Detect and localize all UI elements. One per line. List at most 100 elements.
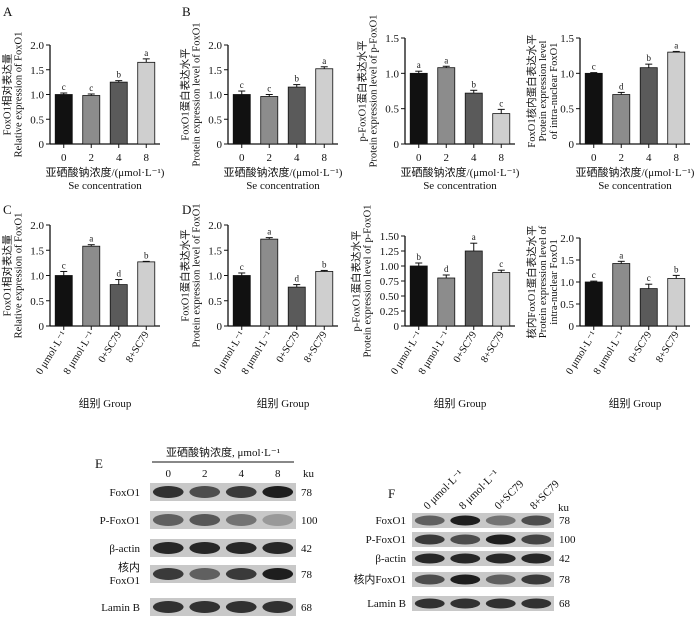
x-axis-label: Se concentration (598, 180, 672, 192)
x-tick-label: 8 (674, 152, 680, 164)
significance-letter: b (144, 250, 149, 260)
blot-strip (150, 565, 296, 583)
blot-panel-e: 亚硒酸钠浓度, μmol·L⁻¹ 0 2 4 8 ku FoxO1 78 P-FoxO1 100 β… (100, 445, 318, 616)
protein-band (262, 486, 294, 498)
y-tick-label: 0 (569, 321, 575, 333)
bar (260, 238, 279, 327)
x-tick-label: 2 (89, 152, 95, 164)
x-axis-label: 组别 Group (257, 396, 310, 410)
protein-band (485, 534, 516, 545)
y-tick-label: 0.5 (30, 296, 44, 308)
bar (287, 86, 306, 145)
y-tick-label: 1.5 (30, 245, 44, 257)
x-tick-label: 2 (444, 152, 450, 164)
x-axis-label: 亚硒酸钠浓度/(μmol·L⁻¹) (401, 165, 520, 179)
bar (612, 94, 631, 145)
protein-band (152, 601, 184, 613)
protein-band (225, 601, 257, 613)
bar (409, 72, 428, 145)
protein-band (225, 486, 257, 498)
protein-band (450, 553, 481, 564)
blot-row-label: β-actin (375, 553, 406, 565)
significance-letter: d (619, 81, 624, 91)
y-axis-label: p-FoxO1蛋白表达水平 (350, 231, 363, 332)
protein-band (152, 514, 184, 526)
y-axis-label: FoxO1蛋白表达水平 (179, 48, 192, 140)
y-axis-label: Relative expression of FoxO1 (14, 32, 25, 158)
significance-letter: a (267, 227, 271, 237)
protein-band (262, 542, 294, 554)
y-axis-label: p-FoxO1蛋白表达水平 (356, 41, 369, 142)
y-tick-label: 0 (394, 139, 400, 151)
y-tick-label: 0.50 (380, 291, 400, 303)
protein-band (414, 515, 445, 526)
protein-band (450, 515, 481, 526)
protein-band (414, 574, 445, 585)
protein-band (414, 598, 445, 609)
y-tick-label: 0.5 (208, 296, 222, 308)
y-tick-label: 2.0 (208, 40, 222, 52)
bar (437, 67, 456, 145)
bar (315, 271, 334, 327)
y-tick-label: 0.5 (560, 104, 574, 116)
panel-label-d: D (182, 202, 191, 217)
blot-row-label: P-FoxO1 (100, 515, 140, 527)
bar (137, 261, 156, 327)
bar (584, 281, 603, 327)
bar (639, 288, 658, 327)
protein-band (225, 542, 257, 554)
blot-strip (412, 513, 554, 528)
significance-letter: d (295, 274, 300, 284)
ku-label: ku (558, 502, 570, 514)
bar (464, 250, 483, 327)
significance-letter: a (417, 60, 421, 70)
blot-strip (150, 539, 296, 557)
blot-header: 亚硒酸钠浓度, μmol·L⁻¹ (166, 445, 280, 459)
protein-band (152, 568, 184, 580)
y-axis-label: Protein expression level of p-FoxO1 (369, 15, 380, 168)
x-tick-label: 8 (322, 152, 328, 164)
x-axis-label: 亚硒酸钠浓度/(μmol·L⁻¹) (576, 165, 695, 179)
chart-d1: 0 0.5 1.0 1.5 2.0 FoxO1蛋白表达水平 Protein expressi… (179, 203, 338, 410)
chart-b3: 0 0.5 1.0 1.5 FoxO1核内蛋白表达水平 Protein expressio… (525, 33, 695, 192)
protein-band (225, 514, 257, 526)
bar (137, 61, 156, 145)
y-axis-label: Relative expression of FoxO1 (14, 213, 25, 339)
y-tick-label: 0 (217, 139, 223, 151)
significance-letter: a (322, 56, 326, 66)
protein-band (485, 598, 516, 609)
protein-band (485, 515, 516, 526)
y-tick-label: 0 (569, 139, 575, 151)
significance-letter: b (117, 70, 122, 80)
ku-value: 68 (559, 598, 571, 610)
protein-band (189, 542, 221, 554)
y-tick-label: 1.0 (385, 68, 399, 80)
ku-value: 100 (559, 534, 576, 546)
panel-label-e: E (95, 456, 103, 471)
x-axis-label: 组别 Group (609, 396, 662, 410)
protein-band (189, 568, 221, 580)
significance-letter: c (62, 260, 66, 270)
significance-letter: a (444, 55, 448, 65)
blot-row-label: β-actin (109, 543, 140, 555)
blot-row-label: FoxO1 (375, 515, 406, 527)
panel-label-b: B (182, 4, 191, 19)
x-axis-label: 组别 Group (79, 396, 132, 410)
protein-band (450, 534, 481, 545)
y-tick-label: 2.0 (208, 220, 222, 232)
protein-band (152, 542, 184, 554)
significance-letter: c (240, 262, 244, 272)
significance-letter: a (89, 234, 93, 244)
panel-label-c: C (3, 202, 12, 217)
ku-value: 42 (559, 553, 570, 565)
chart-a1: 0 0.5 1.0 1.5 2.0 FoxO1相对表达量 Relative expressi… (1, 32, 165, 192)
lane-label: 8 (275, 468, 281, 480)
lane-label: 2 (202, 468, 208, 480)
significance-letter: b (472, 79, 477, 89)
protein-band (152, 486, 184, 498)
chart-d2: 0 0.25 0.50 0.75 1.00 1.25 1.50 p-FoxO1蛋白表达水平 Pr… (350, 205, 515, 410)
y-tick-label: 1.5 (208, 245, 222, 257)
y-axis-label: of intra-nuclear FoxO1 (549, 43, 560, 140)
y-tick-label: 1.50 (380, 231, 400, 243)
